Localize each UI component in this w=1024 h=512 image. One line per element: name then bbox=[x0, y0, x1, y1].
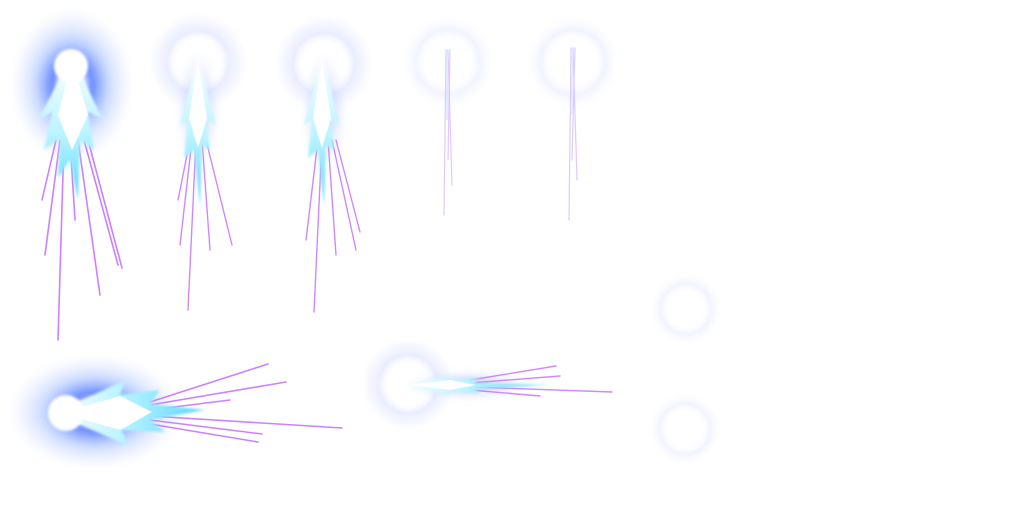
energy-core-icon bbox=[54, 49, 88, 83]
faint-streak-icon bbox=[443, 49, 453, 216]
energy-arrow-icon bbox=[402, 376, 548, 396]
energy-arrow-icon bbox=[55, 380, 205, 446]
energy-arrow-icon bbox=[304, 56, 340, 205]
magenta-trail-icon bbox=[469, 365, 613, 397]
halo-ring-1 bbox=[650, 273, 722, 345]
vertical-frame-4 bbox=[402, 16, 494, 216]
magenta-trail-icon bbox=[177, 139, 233, 311]
vertical-frame-2 bbox=[148, 12, 248, 311]
halo-ring-2 bbox=[649, 393, 721, 465]
horizontal-frame-1 bbox=[7, 354, 343, 470]
vertical-frame-5 bbox=[527, 16, 619, 221]
horizontal-frame-2 bbox=[361, 337, 613, 431]
faint-streak-icon bbox=[568, 47, 578, 221]
vertical-frame-3 bbox=[274, 14, 374, 313]
magenta-trail-icon bbox=[41, 139, 123, 341]
energy-arrow-icon bbox=[38, 55, 102, 200]
energy-core-icon bbox=[48, 395, 84, 431]
vertical-frame-1 bbox=[10, 7, 134, 341]
energy-arrow-icon bbox=[180, 56, 216, 205]
